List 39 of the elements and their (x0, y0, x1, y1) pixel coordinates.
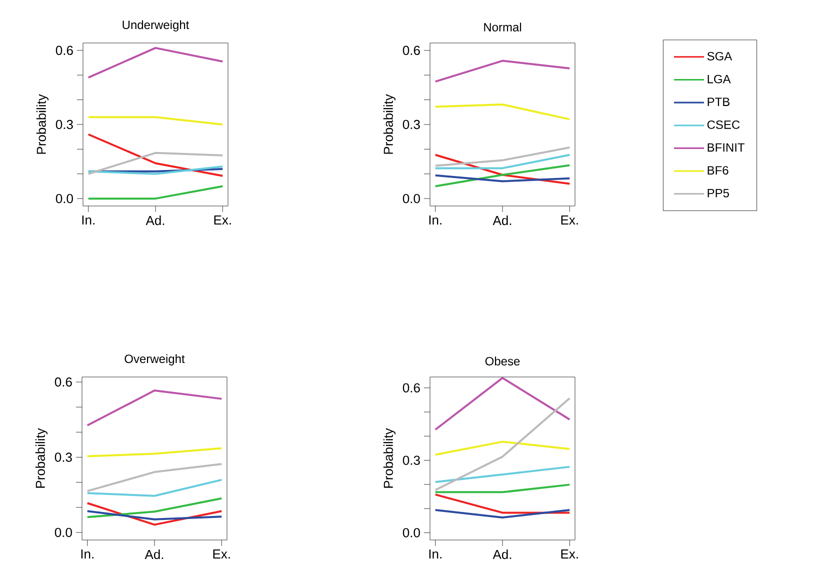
y-tick-label: 0.3 (402, 456, 420, 465)
y-tick-label: 0.6 (402, 46, 420, 56)
x-tick-label: Ex. (213, 550, 230, 558)
legend-label: SGA (707, 52, 732, 60)
x-tick-label: Ad. (146, 216, 164, 226)
chart-title: Obese (485, 356, 520, 366)
y-tick-label: 0.0 (402, 528, 420, 538)
x-tick-label: Ad. (492, 550, 512, 560)
y-tick-label: 0.3 (54, 452, 72, 462)
legend-label: BFINIT (708, 143, 745, 152)
y-axis-title: Probability (383, 428, 396, 488)
y-tick-label: 0.0 (54, 528, 72, 538)
y-tick-label: 0.3 (402, 120, 420, 130)
x-tick-label: In. (82, 216, 94, 224)
x-tick-label: Ex. (214, 216, 231, 224)
x-tick-label: Ad. (492, 216, 512, 226)
x-tick-label: In. (81, 550, 94, 558)
y-tick-label: 0.0 (56, 194, 73, 204)
x-tick-label: In. (429, 216, 442, 224)
x-tick-label: In. (429, 550, 442, 558)
legend-label: LGA (708, 74, 731, 84)
y-tick-label: 0.6 (56, 46, 73, 56)
legend-label: PTB (708, 98, 730, 106)
x-tick-label: Ex. (561, 550, 578, 558)
legend-label: CSEC (707, 120, 740, 129)
x-tick-label: Ad. (144, 550, 164, 560)
y-tick-label: 0.3 (56, 120, 73, 130)
y-tick-label: 0.0 (402, 194, 420, 204)
chart-title: Normal (484, 22, 522, 32)
chart-title: Underweight (122, 20, 190, 32)
legend-label: BF6 (708, 166, 728, 175)
y-axis-title: Probability (35, 428, 48, 488)
y-tick-label: 0.6 (54, 377, 72, 387)
y-tick-label: 0.6 (402, 383, 420, 392)
x-tick-label: Ex. (561, 216, 578, 224)
legend-label: PP5 (708, 188, 729, 198)
y-axis-title: Probability (383, 94, 396, 154)
y-axis-title: Probability (36, 94, 49, 154)
chart-title: Overweight (124, 354, 185, 366)
